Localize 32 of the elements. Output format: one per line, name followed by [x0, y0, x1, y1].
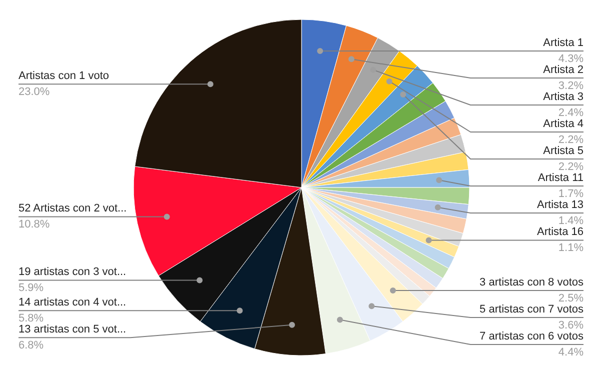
- data-label: 1.4%: [558, 214, 584, 227]
- data-label: 2.4%: [558, 106, 584, 119]
- slice-label: 3 artistas con 8 votos: [480, 276, 584, 289]
- data-label: 6.8%: [18, 340, 44, 352]
- data-label: 3.2%: [558, 80, 584, 92]
- data-label: 2.5%: [558, 292, 584, 305]
- slice-label: Artista 1: [543, 36, 584, 49]
- data-label: 1.7%: [558, 188, 584, 200]
- slice-label: 19 artistas con 3 vot...: [18, 266, 126, 278]
- slice-label: Artista 2: [543, 64, 584, 76]
- data-label: 3.6%: [558, 320, 584, 332]
- data-label: 1.1%: [558, 242, 584, 254]
- slice-label: Artista 11: [538, 172, 584, 184]
- slice-label: 52 Artistas con 2 vot...: [18, 202, 127, 215]
- slice-label: Artista 5: [543, 144, 584, 157]
- slice-label: Artista 3: [543, 90, 584, 103]
- slice-label: Artistas con 1 voto: [18, 70, 109, 82]
- data-label: 5.9%: [18, 282, 44, 294]
- data-label: 4.4%: [558, 346, 584, 359]
- data-label: 23.0%: [18, 86, 50, 98]
- slice-label: Artista 4: [543, 118, 584, 130]
- data-label: 10.8%: [18, 218, 50, 231]
- slice-label: Artista 16: [537, 226, 584, 238]
- data-label: 2.2%: [558, 160, 584, 173]
- data-label: 4.3%: [558, 52, 584, 65]
- slice-label: Artista 13: [537, 198, 584, 211]
- data-label: 2.2%: [558, 134, 584, 146]
- slice-label: 5 artistas con 7 votos: [480, 304, 584, 316]
- slice-label: 13 artistas con 5 vot...: [18, 324, 126, 336]
- slice-label: 7 artistas con 6 votos: [480, 330, 584, 343]
- slice-label: 14 artistas con 4 vot...: [18, 296, 126, 309]
- data-label: 5.8%: [18, 312, 44, 325]
